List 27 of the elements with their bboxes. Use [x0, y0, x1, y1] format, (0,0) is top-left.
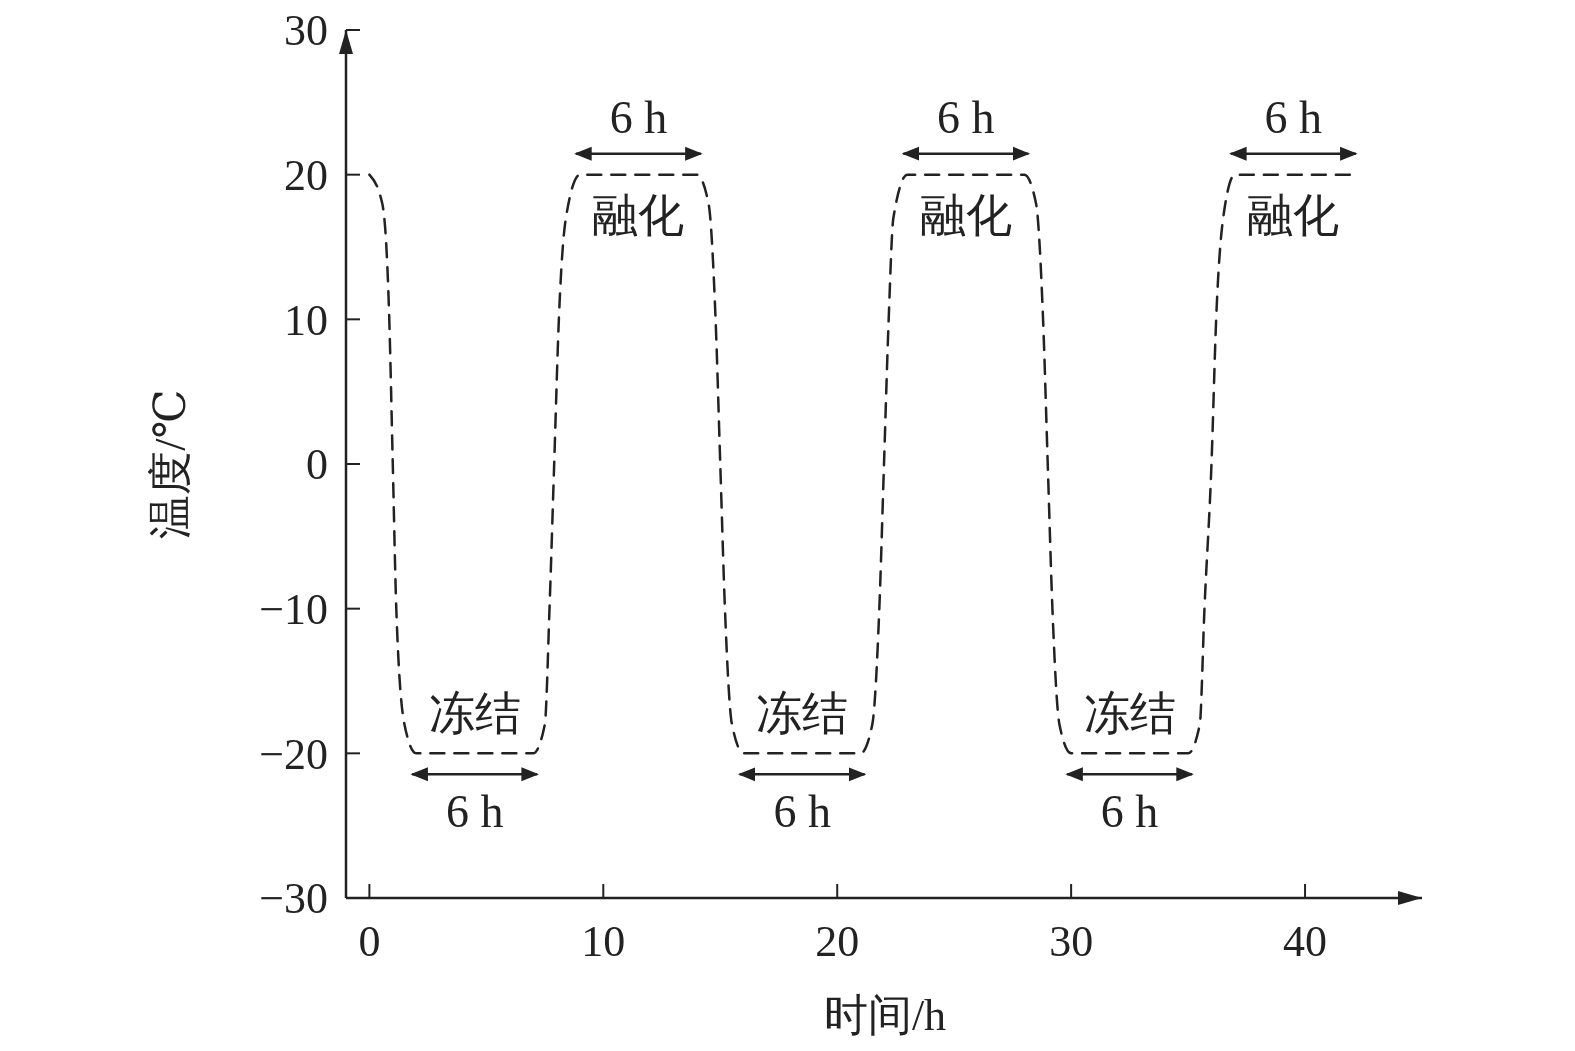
x-tick-label: 10 [581, 917, 626, 966]
annotation: 融化 [919, 189, 1012, 241]
x-axis-title: 时间/h [823, 991, 947, 1040]
annotation: 冻结 [1083, 688, 1176, 740]
annotation: 冻结 [756, 688, 849, 740]
annotation: 融化 [592, 189, 685, 241]
y-tick-label: 10 [284, 295, 328, 345]
annotation: 冻结 [428, 688, 521, 740]
x-tick-label: 40 [1283, 917, 1328, 966]
line-series [368, 173, 1354, 755]
y-tick-label: 30 [284, 6, 328, 56]
annotation: 融化 [1247, 189, 1340, 241]
y-tick-label: 0 [306, 440, 328, 490]
x-tick-label: 20 [815, 917, 860, 966]
annotation: 6 h [1100, 786, 1159, 838]
y-axis-title: 温度/℃ [146, 389, 195, 539]
y-tick-label: −10 [259, 585, 328, 635]
x-tick-label: 30 [1049, 917, 1094, 966]
annotation: 6 h [445, 786, 504, 838]
x-tick-label: 0 [358, 917, 381, 966]
y-tick-label: 20 [284, 151, 328, 201]
annotation: 6 h [773, 786, 831, 838]
annotation: 6 h [609, 91, 668, 143]
annotation: 6 h [937, 91, 995, 143]
y-tick-label: −30 [259, 874, 328, 924]
annotation: 6 h [1264, 91, 1323, 143]
y-tick-label: −20 [259, 729, 328, 779]
